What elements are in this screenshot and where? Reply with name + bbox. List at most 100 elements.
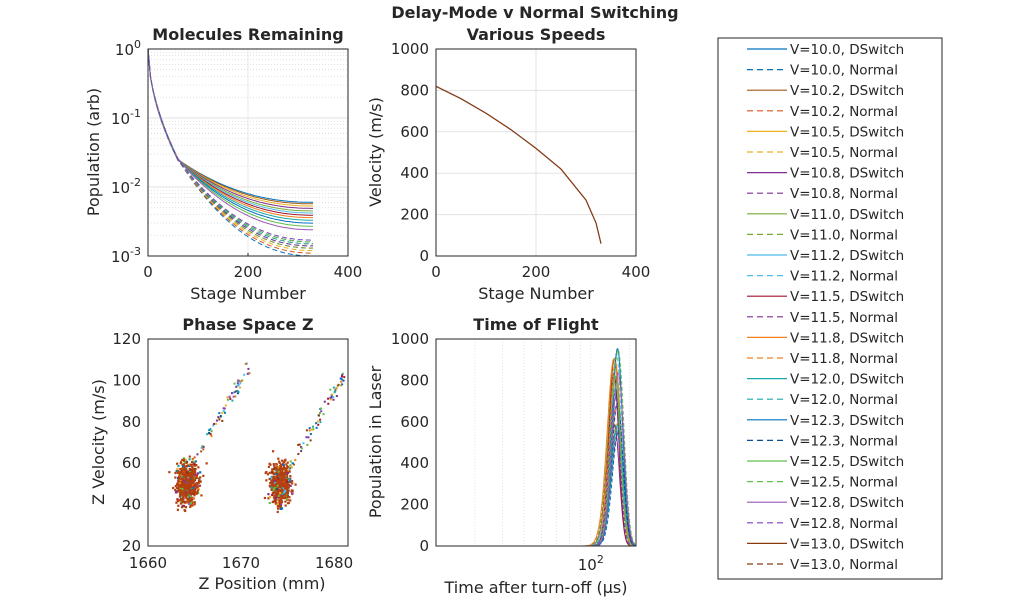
scatter-point xyxy=(285,463,288,466)
scatter-point xyxy=(277,488,281,491)
y-tick-label: 80 xyxy=(122,413,141,431)
scatter-point xyxy=(177,469,180,473)
scatter-point xyxy=(268,501,271,505)
scatter-point xyxy=(186,500,189,503)
scatter-point xyxy=(176,467,179,470)
scatter-point xyxy=(309,433,312,436)
scatter-point xyxy=(183,480,186,483)
scatter-point xyxy=(297,443,300,446)
y-tick-label: 400 xyxy=(400,454,429,472)
scatter-point xyxy=(276,475,279,478)
scatter-point xyxy=(237,379,240,382)
scatter-point xyxy=(221,411,224,414)
scatter-point xyxy=(189,503,192,507)
scatter-point xyxy=(192,489,195,492)
legend-entry: V=12.8, DSwitch xyxy=(747,495,904,511)
scatter-point xyxy=(183,488,186,492)
scatter-point xyxy=(200,450,203,453)
scatter-point xyxy=(282,463,285,466)
scatter-point xyxy=(184,491,187,495)
scatter-point xyxy=(186,487,189,490)
scatter-point xyxy=(219,415,222,418)
scatter-point xyxy=(172,486,175,490)
legend-label: V=12.5, DSwitch xyxy=(790,454,904,470)
scatter-point xyxy=(193,490,197,494)
y-tick-label: 10-2 xyxy=(111,176,141,197)
scatter-point xyxy=(194,482,198,485)
scatter-point xyxy=(280,475,283,478)
scatter-point xyxy=(236,382,239,385)
scatter-point xyxy=(317,423,320,426)
scatter-point xyxy=(189,481,192,484)
scatter-point xyxy=(268,477,271,481)
scatter-point xyxy=(177,476,181,480)
legend-label: V=10.2, DSwitch xyxy=(790,83,904,99)
scatter-point xyxy=(182,457,186,460)
scatter-point xyxy=(275,469,278,472)
scatter-point xyxy=(192,480,195,483)
scatter-point xyxy=(199,480,202,483)
scatter-point xyxy=(279,490,283,494)
scatter-point xyxy=(198,481,201,484)
scatter-point xyxy=(305,436,308,439)
scatter-point xyxy=(335,387,338,390)
scatter-point xyxy=(278,505,281,508)
scatter-point xyxy=(187,489,190,493)
scatter-point xyxy=(182,467,186,470)
scatter-point xyxy=(341,375,344,378)
scatter-point xyxy=(273,487,276,490)
scatter-point xyxy=(190,485,193,489)
scatter-point xyxy=(234,390,237,393)
scatter-point xyxy=(320,410,323,413)
legend-label: V=13.0, Normal xyxy=(790,557,898,573)
scatter-point xyxy=(189,490,192,493)
grid xyxy=(435,48,637,257)
scatter-point xyxy=(278,464,282,468)
scatter-point xyxy=(206,433,209,436)
scatter-point xyxy=(281,468,284,471)
scatter-point xyxy=(283,476,286,479)
scatter-point xyxy=(278,479,281,482)
axes-box xyxy=(147,338,349,547)
scatter-point xyxy=(308,429,311,432)
scatter-point xyxy=(176,483,179,486)
legend-entry: V=10.2, Normal xyxy=(747,104,898,120)
scatter-point xyxy=(275,501,278,504)
scatter-point xyxy=(277,477,280,480)
scatter-point xyxy=(177,499,180,502)
scatter-point xyxy=(279,503,283,506)
scatter-point xyxy=(184,485,187,488)
legend-label: V=12.3, Normal xyxy=(790,433,898,449)
scatter-point xyxy=(286,467,289,470)
scatter-point xyxy=(188,484,191,487)
legend-entry: V=12.0, Normal xyxy=(747,392,898,408)
scatter-point xyxy=(187,494,190,497)
series-lines xyxy=(435,85,602,244)
scatter-point xyxy=(193,470,196,474)
legend-label: V=10.0, DSwitch xyxy=(790,42,904,58)
scatter-point xyxy=(190,473,194,477)
legend-label: V=10.8, Normal xyxy=(790,186,898,202)
scatter-point xyxy=(275,493,278,496)
scatter-point xyxy=(282,472,285,475)
legend-label: V=11.0, Normal xyxy=(790,227,898,243)
scatter-point xyxy=(184,479,187,482)
scatter-point xyxy=(289,467,292,470)
scatter-point xyxy=(286,490,289,493)
legend-entry: V=12.5, DSwitch xyxy=(747,454,904,470)
normal-line xyxy=(147,48,313,247)
scatter-point xyxy=(280,480,283,484)
scatter-point xyxy=(268,462,271,465)
scatter-point xyxy=(178,482,181,485)
scatter-point xyxy=(215,419,218,422)
scatter-point xyxy=(275,466,278,469)
scatter-point xyxy=(190,471,193,475)
scatter-point xyxy=(181,484,185,487)
scatter-point xyxy=(342,379,345,382)
legend: V=10.0, DSwitch V=10.0, Normal V=10.2, DSw… xyxy=(717,37,943,580)
scatter-point xyxy=(195,476,198,479)
scatter-point xyxy=(236,392,239,395)
legend-entry: V=12.3, DSwitch xyxy=(747,413,904,429)
scatter-point xyxy=(177,464,180,468)
x-axis-label: Stage Number xyxy=(190,284,306,303)
